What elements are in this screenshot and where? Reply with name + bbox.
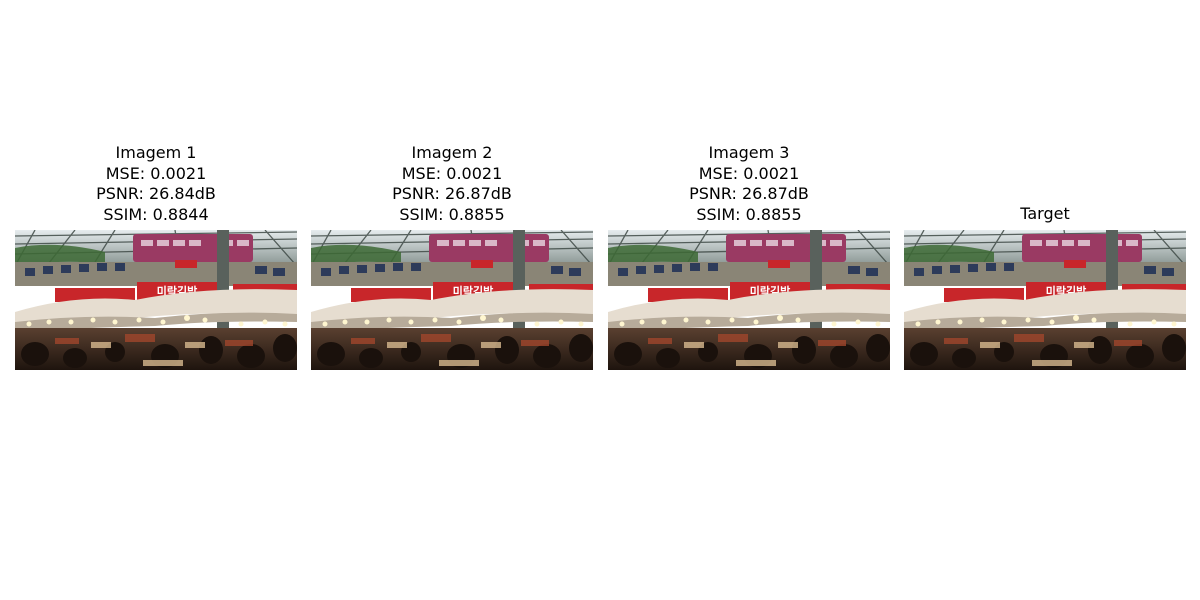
panel-caption: Imagem 2 MSE: 0.0021 PSNR: 26.87dB SSIM:… [311,143,593,225]
psnr-value: PSNR: 26.87dB [311,184,593,205]
market-photo: 미락김밥 [904,230,1186,370]
psnr-value: PSNR: 26.84dB [15,184,297,205]
ssim-value: SSIM: 0.8855 [608,205,890,226]
panel-caption: Target [904,204,1186,225]
train-windows [1030,240,1138,246]
market-photo: 미락김밥 [608,230,890,370]
market-scene: 미락김밥 [608,230,890,370]
small-sign [768,260,790,268]
small-sign [471,260,493,268]
train [726,234,846,262]
panel-title: Imagem 3 [608,143,890,164]
train [429,234,549,262]
panel-caption: Imagem 1 MSE: 0.0021 PSNR: 26.84dB SSIM:… [15,143,297,225]
train-windows [437,240,545,246]
train [133,234,253,262]
panel-caption: Imagem 3 MSE: 0.0021 PSNR: 26.87dB SSIM:… [608,143,890,225]
small-sign [1064,260,1086,268]
mse-value: MSE: 0.0021 [15,164,297,185]
market-scene: 미락김밥 [15,230,297,370]
panel-title: Imagem 1 [15,143,297,164]
psnr-value: PSNR: 26.87dB [608,184,890,205]
mse-value: MSE: 0.0021 [311,164,593,185]
market-photo: 미락김밥 [311,230,593,370]
small-sign [175,260,197,268]
ssim-value: SSIM: 0.8855 [311,205,593,226]
train-windows [734,240,842,246]
market-photo: 미락김밥 [15,230,297,370]
panel-title: Target [904,204,1186,225]
market-scene: 미락김밥 [311,230,593,370]
ssim-value: SSIM: 0.8844 [15,205,297,226]
train-windows [141,240,249,246]
panel-title: Imagem 2 [311,143,593,164]
market-scene: 미락김밥 [904,230,1186,370]
train [1022,234,1142,262]
mse-value: MSE: 0.0021 [608,164,890,185]
